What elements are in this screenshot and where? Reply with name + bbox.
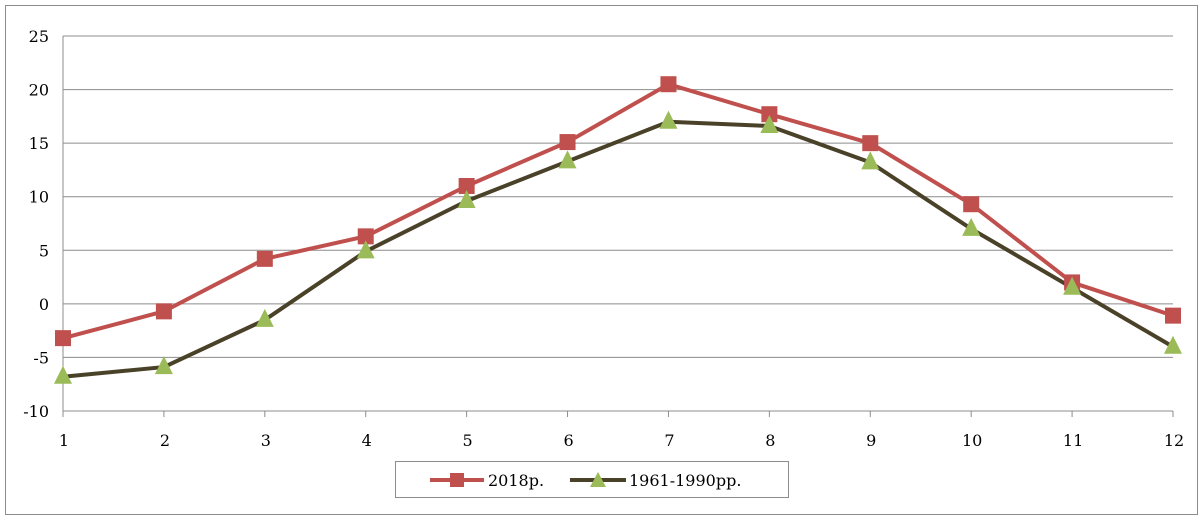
data-point-square [963, 196, 980, 213]
data-point-square [559, 134, 576, 151]
legend-marker-triangle [590, 472, 606, 487]
x-tick-label: 7 [664, 431, 674, 450]
gridlines [63, 35, 1173, 412]
data-point-square [761, 106, 778, 123]
data-point-triangle [760, 115, 779, 133]
legend-label-2: 1961-1990рр. [629, 471, 741, 490]
data-point-triangle [861, 151, 880, 170]
y-tick-label: 20 [29, 81, 49, 100]
legend: 2018р. 1961-1990рр. [395, 461, 789, 498]
legend-label-1: 2018р. [488, 471, 544, 490]
x-tick-label: 6 [563, 431, 573, 450]
data-point-square [458, 178, 475, 194]
data-point-square [55, 330, 71, 347]
y-tick-label: 0 [39, 295, 49, 314]
data-point-square [1165, 307, 1181, 324]
x-tick-label: 3 [261, 431, 271, 450]
x-tick-label: 8 [765, 431, 775, 450]
series-line-2 [62, 119, 1175, 379]
data-point-triangle [1164, 335, 1182, 354]
x-tick-label: 1 [59, 431, 69, 450]
x-tick-label: 10 [962, 431, 982, 450]
data-point-triangle [962, 217, 981, 236]
y-tick-label: -10 [23, 402, 49, 421]
x-tick-label: 5 [463, 431, 473, 450]
x-tick-label: 4 [362, 431, 372, 450]
series-lines [62, 82, 1175, 379]
data-point-triangle [255, 308, 274, 327]
y-tick-label: 10 [29, 188, 49, 207]
data-point-square [660, 76, 677, 93]
x-tick-label: 12 [1164, 431, 1184, 450]
y-tick-label: 25 [29, 27, 49, 46]
data-point-triangle [54, 365, 72, 384]
data-point-triangle [356, 240, 375, 259]
legend-item-2018: 2018р. [430, 471, 544, 490]
data-point-square [155, 303, 172, 320]
data-point-square [256, 250, 273, 267]
y-tick-label: 15 [29, 134, 49, 153]
y-tick-label: -5 [33, 348, 49, 367]
data-point-triangle [457, 190, 476, 208]
data-point-triangle [659, 110, 678, 129]
y-tick-label: 5 [39, 241, 49, 260]
x-tick-label: 2 [160, 431, 170, 450]
data-point-triangle [154, 356, 173, 375]
legend-marker-square [450, 473, 464, 487]
data-point-square [357, 228, 374, 245]
legend-svg: 2018р. 1961-1990рр. [430, 471, 741, 490]
data-point-square [862, 135, 879, 152]
x-tick-label: 11 [1063, 431, 1083, 450]
series-line-1 [62, 82, 1174, 341]
legend-item-1961-1990: 1961-1990рр. [570, 471, 741, 490]
data-point-triangle [1063, 276, 1082, 295]
series-markers [54, 76, 1182, 384]
x-tick-label: 9 [866, 431, 876, 450]
data-point-triangle [558, 150, 577, 169]
